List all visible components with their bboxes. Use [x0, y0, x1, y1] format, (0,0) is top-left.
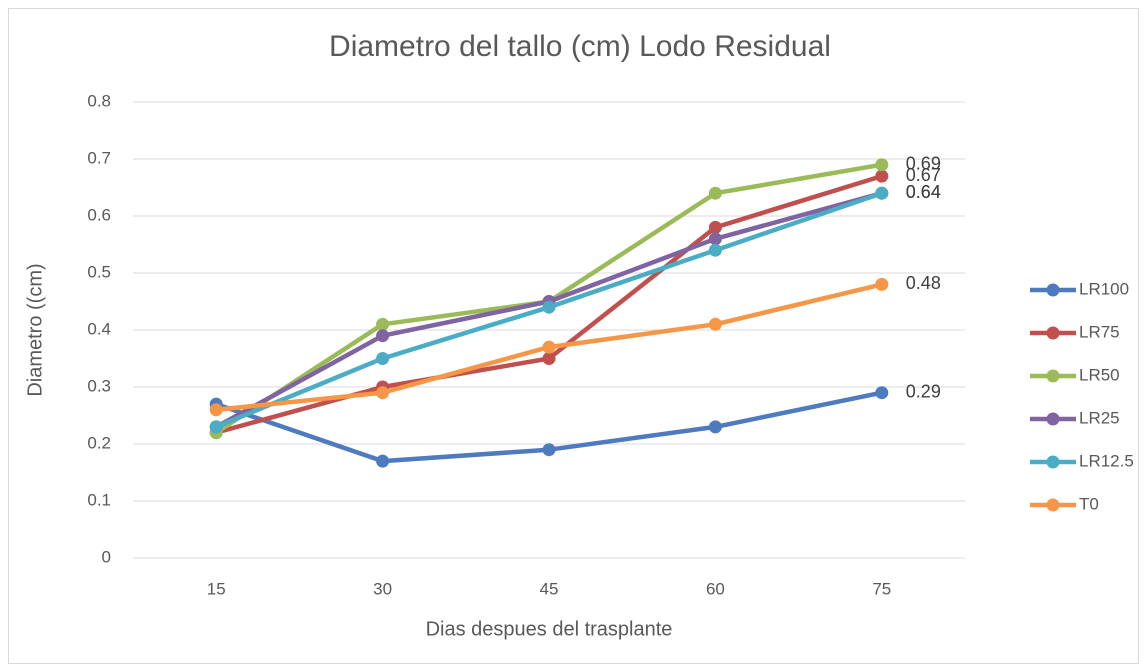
data-label: 0.64: [906, 182, 941, 202]
data-label: 0.64: [906, 182, 941, 202]
legend-marker: [1046, 283, 1060, 297]
y-tick-label: 0.1: [87, 490, 111, 509]
data-label: 0.29: [906, 381, 941, 401]
point: [376, 317, 390, 331]
y-tick-label: 0: [102, 547, 111, 566]
point: [209, 420, 223, 434]
legend-marker: [1046, 455, 1060, 469]
point: [376, 352, 390, 365]
x-tick-label: 15: [207, 579, 226, 598]
y-tick-label: 0.2: [87, 433, 111, 452]
point: [708, 186, 722, 200]
legend-label: T0: [1079, 494, 1099, 513]
chart-title: Diametro del tallo (cm) Lodo Residual: [329, 30, 831, 63]
legend-label: LR100: [1079, 279, 1129, 298]
x-tick-label: 60: [706, 579, 725, 598]
y-tick-label: 0.4: [87, 319, 111, 338]
data-label: 0.69: [906, 153, 941, 173]
point: [542, 300, 556, 314]
point: [708, 232, 722, 246]
point: [376, 454, 390, 468]
point: [708, 317, 722, 331]
point: [376, 329, 390, 343]
point: [708, 243, 722, 257]
legend-marker: [1046, 498, 1060, 512]
legend-label: LR12.5: [1079, 451, 1134, 470]
y-tick-label: 0.7: [87, 148, 111, 167]
y-tick-label: 0.5: [87, 262, 111, 281]
point: [708, 420, 722, 434]
y-tick-label: 0.3: [87, 376, 111, 395]
legend-label: LR50: [1079, 365, 1120, 384]
legend-marker: [1046, 326, 1060, 340]
legend-label: LR75: [1079, 322, 1120, 341]
data-label: 0.67: [906, 165, 941, 185]
legend-marker: [1046, 412, 1060, 426]
point: [875, 386, 889, 400]
point: [875, 186, 889, 200]
point: [875, 169, 889, 183]
x-tick-label: 30: [373, 579, 392, 598]
point: [209, 403, 223, 417]
point: [875, 277, 889, 291]
legend-marker: [1046, 369, 1060, 383]
x-axis-label: Dias despues del trasplante: [426, 618, 673, 640]
data-label: 0.48: [906, 273, 941, 293]
point: [542, 340, 556, 354]
chart-border: [8, 8, 1139, 664]
y-tick-label: 0.6: [87, 205, 111, 224]
point: [875, 158, 889, 172]
y-tick-label: 0.8: [87, 91, 111, 110]
x-tick-label: 45: [540, 579, 559, 598]
y-axis-label: Diametro ((cm): [24, 263, 46, 396]
point: [542, 443, 556, 457]
x-tick-label: 75: [872, 579, 891, 598]
point: [542, 352, 556, 365]
legend-label: LR25: [1079, 408, 1120, 427]
point: [376, 386, 390, 400]
point: [708, 220, 722, 234]
